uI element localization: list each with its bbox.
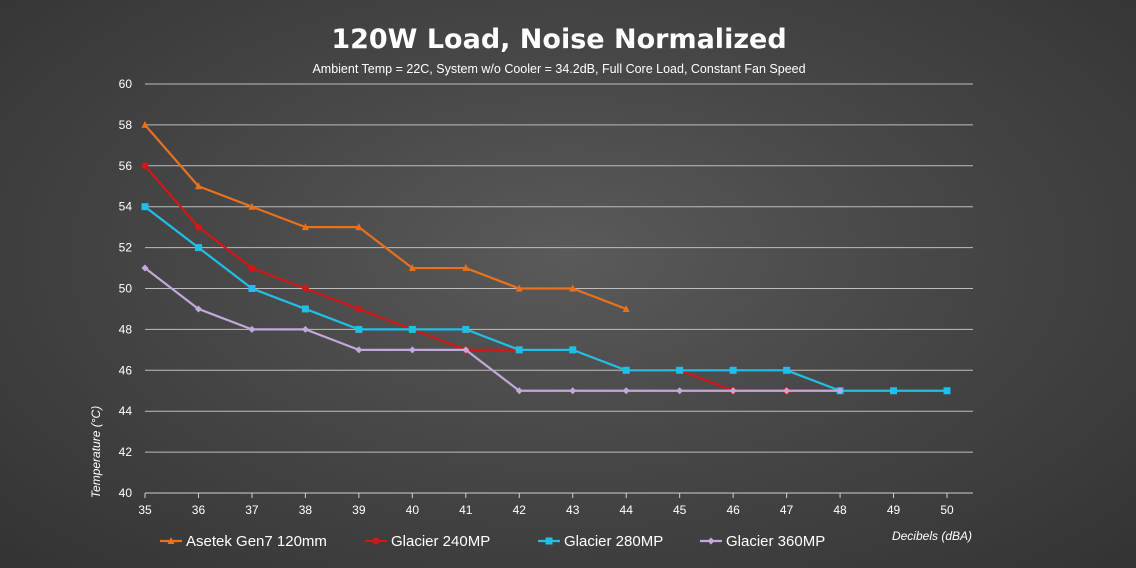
x-tick-label: 50 (940, 503, 954, 517)
data-point (569, 387, 577, 395)
data-point (622, 387, 630, 395)
data-point (676, 387, 684, 395)
y-tick-label: 44 (119, 404, 133, 418)
data-point (462, 346, 470, 354)
data-point (515, 284, 523, 292)
y-tick-label: 52 (119, 241, 133, 255)
x-tick-label: 37 (245, 503, 259, 517)
series-group (141, 120, 951, 395)
x-tick-label: 35 (138, 503, 152, 517)
data-point (248, 202, 256, 210)
y-tick-label: 42 (119, 445, 133, 459)
data-point (783, 387, 791, 395)
data-point (569, 346, 577, 354)
x-tick-label: 40 (406, 503, 420, 517)
data-point (836, 387, 844, 395)
data-point (355, 305, 363, 313)
y-axis-label: Temperature (°C) (89, 406, 103, 498)
data-point (301, 285, 309, 292)
x-tick-label: 48 (833, 503, 847, 517)
data-point (515, 387, 523, 395)
data-point (515, 346, 523, 354)
x-tick-label: 43 (566, 503, 580, 517)
data-point (408, 264, 416, 272)
legend-swatch-marker (372, 537, 380, 545)
gridlines (145, 83, 973, 453)
x-tick-label: 47 (780, 503, 794, 517)
x-tick-label: 38 (299, 503, 313, 517)
axes: 40 42 44 46 48 50 52 54 56 58 60 35 36 37 38 39 40 41 42 43… (119, 77, 973, 517)
data-point (729, 366, 737, 374)
x-tick-label: 42 (513, 503, 527, 517)
y-tick-label: 54 (119, 200, 133, 214)
y-tick-label: 58 (119, 118, 133, 132)
series-line (144, 205, 947, 392)
data-point (194, 223, 202, 231)
series-asetek-gen7-120mm (141, 120, 630, 312)
y-tick-label: 50 (119, 282, 133, 296)
y-tick-label: 48 (119, 322, 133, 336)
data-point (194, 182, 202, 190)
y-tick-label: 46 (119, 363, 133, 377)
legend-item: Glacier 360MP (700, 533, 825, 550)
data-point (141, 264, 149, 272)
legend-swatch-marker (707, 537, 715, 545)
y-tick-label: 40 (119, 486, 133, 500)
data-point (462, 325, 470, 333)
legend-swatch-marker (167, 537, 175, 544)
data-point (622, 304, 630, 312)
y-tick-label: 56 (119, 159, 133, 173)
data-point (355, 346, 363, 354)
data-point (355, 325, 363, 333)
x-tick-label: 36 (192, 503, 206, 517)
x-axis-label: Decibels (dBA) (892, 529, 972, 543)
data-point (301, 305, 309, 313)
data-point (248, 325, 256, 333)
data-point (194, 305, 202, 313)
data-point (355, 223, 363, 231)
legend-item: Glacier 280MP (538, 533, 663, 550)
legend-label: Glacier 280MP (564, 533, 663, 550)
x-tick-label: 46 (726, 503, 740, 517)
data-point (248, 264, 256, 272)
series-line (144, 165, 841, 392)
data-point (462, 264, 470, 272)
chart-subtitle: Ambient Temp = 22C, System w/o Cooler = … (312, 62, 805, 76)
legend: Asetek Gen7 120mm Glacier 240MP Glacier 28… (160, 533, 825, 550)
legend-swatch-marker (545, 537, 553, 545)
y-tick-label: 60 (119, 77, 133, 91)
series-glacier-280mp (141, 203, 951, 395)
legend-item: Asetek Gen7 120mm (160, 533, 327, 550)
x-tick-label: 41 (459, 503, 473, 517)
x-tick-label: 49 (887, 503, 901, 517)
series-line (144, 267, 841, 392)
data-point (622, 366, 630, 374)
x-tick-label: 39 (352, 503, 366, 517)
data-point (301, 325, 309, 333)
data-point (141, 203, 149, 211)
x-tick-label: 44 (620, 503, 634, 517)
data-point (943, 387, 951, 395)
data-point (141, 120, 149, 128)
data-point (408, 325, 416, 333)
data-point (569, 284, 577, 292)
data-point (729, 387, 737, 395)
legend-label: Glacier 240MP (391, 533, 490, 550)
chart-title: 120W Load, Noise Normalized (331, 24, 786, 55)
legend-label: Glacier 360MP (726, 533, 825, 550)
legend-item: Glacier 240MP (365, 533, 490, 550)
data-point (248, 285, 256, 292)
data-point (194, 244, 202, 252)
data-point (141, 162, 149, 170)
series-glacier-360mp (141, 264, 844, 395)
series-line (144, 124, 627, 310)
legend-label: Asetek Gen7 120mm (186, 533, 327, 550)
data-point (890, 387, 898, 395)
x-tick-label: 45 (673, 503, 687, 517)
data-point (676, 366, 684, 374)
data-point (408, 346, 416, 354)
data-point (783, 366, 791, 374)
data-point (301, 223, 309, 231)
